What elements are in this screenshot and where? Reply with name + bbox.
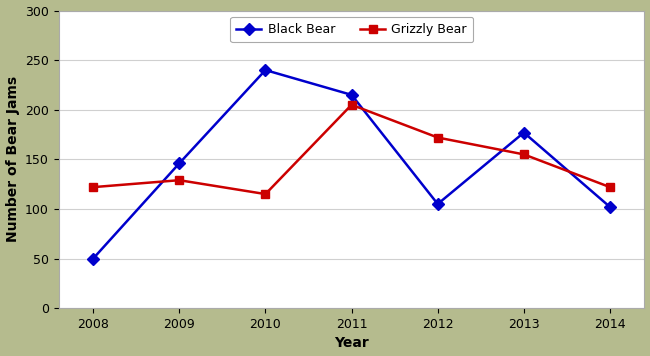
Black Bear bbox=[606, 205, 614, 209]
Line: Black Bear: Black Bear bbox=[89, 66, 614, 263]
Grizzly Bear bbox=[89, 185, 97, 189]
Grizzly Bear bbox=[261, 192, 269, 196]
X-axis label: Year: Year bbox=[334, 336, 369, 350]
Grizzly Bear bbox=[520, 152, 528, 157]
Line: Grizzly Bear: Grizzly Bear bbox=[89, 101, 614, 198]
Black Bear bbox=[89, 256, 97, 261]
Black Bear bbox=[348, 93, 356, 97]
Legend: Black Bear, Grizzly Bear: Black Bear, Grizzly Bear bbox=[230, 17, 473, 42]
Black Bear bbox=[434, 202, 441, 206]
Grizzly Bear bbox=[176, 178, 183, 182]
Grizzly Bear bbox=[606, 185, 614, 189]
Grizzly Bear bbox=[348, 103, 356, 107]
Black Bear bbox=[176, 161, 183, 166]
Grizzly Bear bbox=[434, 135, 441, 140]
Black Bear bbox=[261, 68, 269, 72]
Black Bear bbox=[520, 130, 528, 135]
Y-axis label: Number of Bear Jams: Number of Bear Jams bbox=[6, 76, 20, 242]
